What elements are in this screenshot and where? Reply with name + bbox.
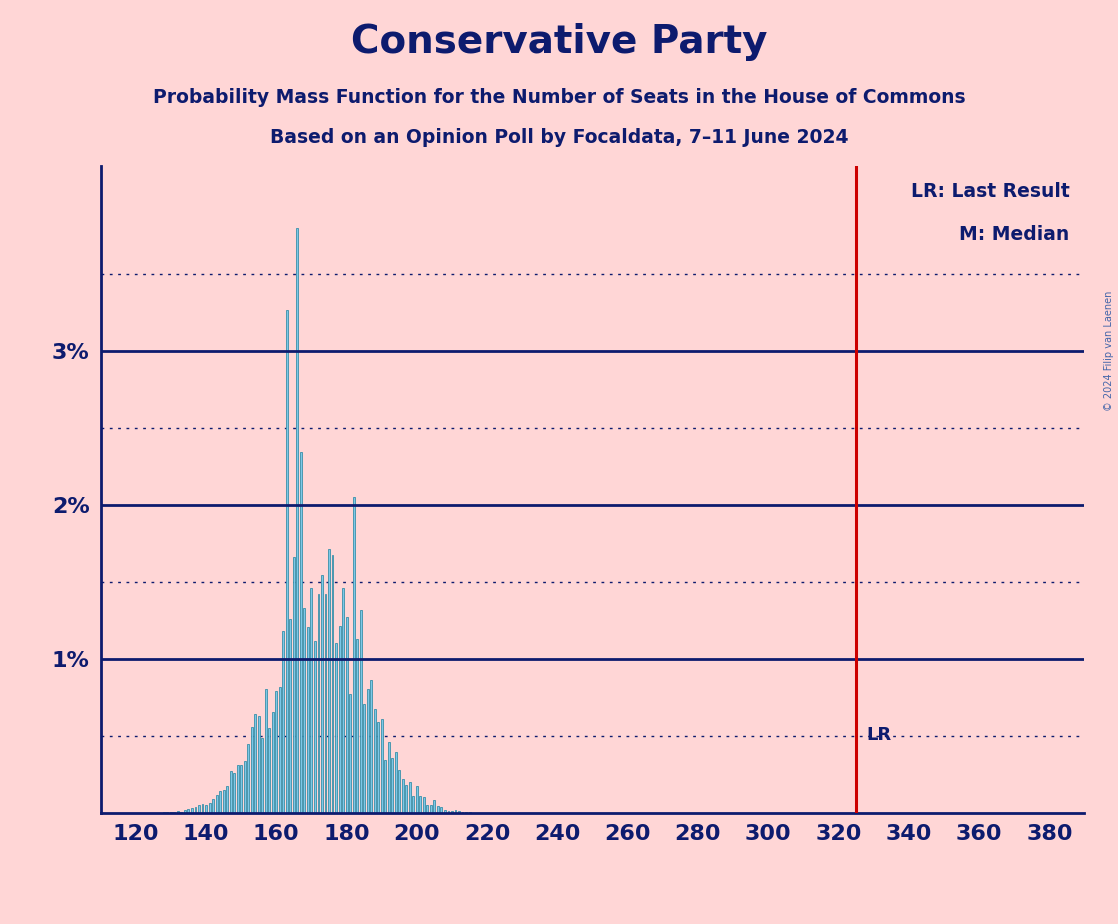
Bar: [212, 799, 214, 813]
Bar: [349, 694, 351, 813]
Bar: [444, 809, 446, 813]
Bar: [311, 589, 312, 813]
Bar: [177, 810, 179, 813]
Bar: [458, 811, 459, 813]
Bar: [209, 803, 210, 813]
Text: LR: LR: [866, 726, 892, 744]
Bar: [373, 709, 376, 813]
Bar: [335, 642, 337, 813]
Bar: [278, 687, 281, 813]
Bar: [440, 807, 443, 813]
Bar: [244, 761, 246, 813]
Bar: [388, 742, 390, 813]
Text: Based on an Opinion Poll by Focaldata, 7–11 June 2024: Based on an Opinion Poll by Focaldata, 7…: [269, 128, 849, 147]
Bar: [195, 807, 197, 813]
Bar: [398, 770, 400, 813]
Bar: [385, 760, 386, 813]
Bar: [391, 758, 394, 813]
Bar: [328, 550, 330, 813]
Bar: [205, 806, 207, 813]
Text: Probability Mass Function for the Number of Seats in the House of Commons: Probability Mass Function for the Number…: [153, 88, 965, 107]
Bar: [360, 610, 361, 813]
Bar: [293, 557, 295, 813]
Bar: [419, 796, 421, 813]
Bar: [180, 811, 182, 813]
Bar: [324, 594, 326, 813]
Bar: [275, 691, 277, 813]
Bar: [352, 497, 354, 813]
Bar: [455, 810, 456, 813]
Bar: [395, 752, 397, 813]
Bar: [401, 779, 404, 813]
Bar: [191, 808, 193, 813]
Bar: [226, 786, 228, 813]
Bar: [216, 795, 218, 813]
Bar: [272, 711, 274, 813]
Bar: [345, 617, 348, 813]
Bar: [357, 639, 358, 813]
Bar: [173, 812, 176, 813]
Bar: [447, 810, 449, 813]
Bar: [283, 630, 284, 813]
Bar: [318, 594, 320, 813]
Bar: [377, 723, 379, 813]
Bar: [170, 811, 172, 813]
Bar: [367, 688, 369, 813]
Text: M: Median: M: Median: [959, 225, 1070, 244]
Bar: [321, 575, 323, 813]
Bar: [286, 310, 287, 813]
Bar: [406, 785, 407, 813]
Bar: [381, 720, 382, 813]
Bar: [451, 810, 453, 813]
Text: LR: Last Result: LR: Last Result: [911, 183, 1070, 201]
Bar: [254, 714, 256, 813]
Bar: [303, 608, 305, 813]
Bar: [434, 800, 435, 813]
Bar: [462, 812, 464, 813]
Bar: [250, 727, 253, 813]
Bar: [290, 618, 292, 813]
Bar: [430, 805, 432, 813]
Bar: [300, 452, 302, 813]
Bar: [201, 804, 203, 813]
Bar: [437, 806, 439, 813]
Text: © 2024 Filip van Laenen: © 2024 Filip van Laenen: [1105, 291, 1114, 411]
Bar: [307, 626, 309, 813]
Bar: [237, 765, 238, 813]
Bar: [409, 782, 410, 813]
Bar: [465, 812, 467, 813]
Bar: [240, 764, 243, 813]
Bar: [363, 704, 366, 813]
Bar: [184, 810, 186, 813]
Bar: [268, 728, 271, 813]
Text: Conservative Party: Conservative Party: [351, 23, 767, 61]
Bar: [229, 772, 231, 813]
Bar: [332, 555, 333, 813]
Bar: [265, 689, 267, 813]
Bar: [222, 789, 225, 813]
Bar: [416, 786, 418, 813]
Bar: [219, 791, 221, 813]
Bar: [234, 773, 235, 813]
Bar: [342, 588, 344, 813]
Bar: [198, 805, 200, 813]
Bar: [188, 808, 189, 813]
Bar: [258, 716, 259, 813]
Bar: [247, 744, 249, 813]
Bar: [314, 640, 316, 813]
Bar: [296, 228, 299, 813]
Bar: [413, 796, 415, 813]
Bar: [370, 680, 372, 813]
Bar: [339, 626, 341, 813]
Bar: [262, 738, 263, 813]
Bar: [423, 797, 425, 813]
Bar: [426, 805, 428, 813]
